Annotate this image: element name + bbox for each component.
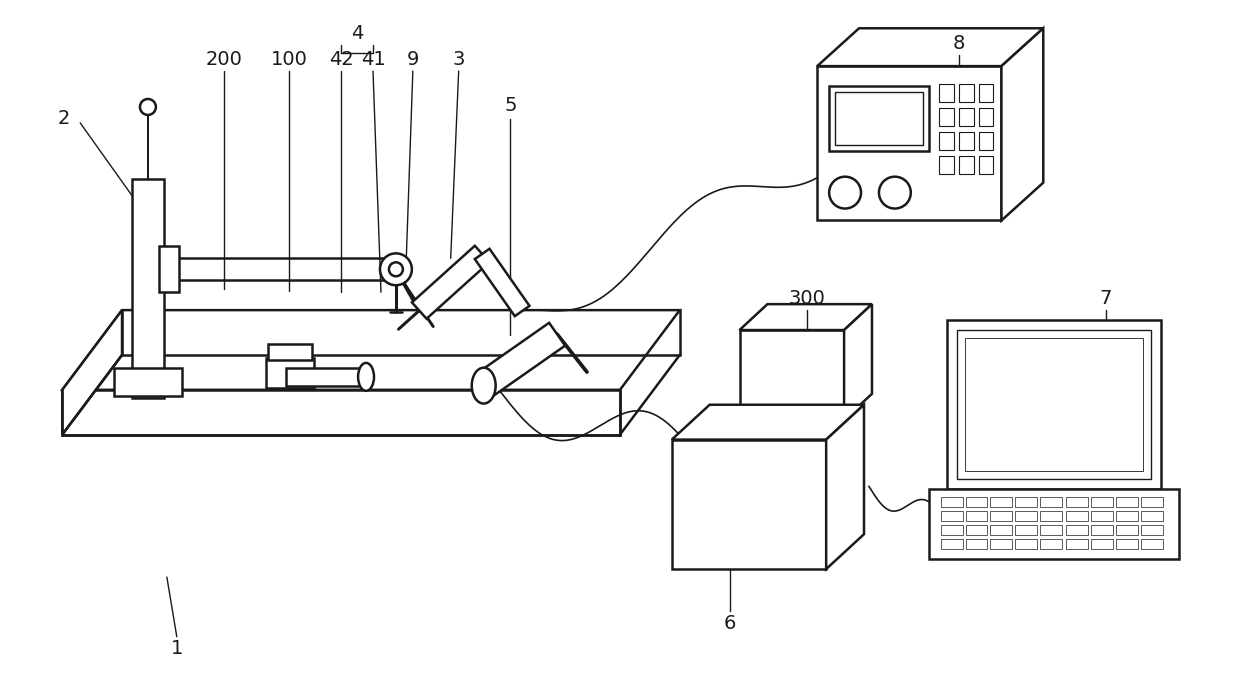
Bar <box>941 512 962 521</box>
Text: 7: 7 <box>1100 289 1112 307</box>
Bar <box>1116 497 1138 507</box>
Bar <box>1091 525 1114 535</box>
Bar <box>286 368 366 386</box>
Bar <box>1016 512 1038 521</box>
Bar <box>966 539 987 549</box>
Bar <box>978 132 993 150</box>
Circle shape <box>140 99 156 115</box>
Bar <box>939 156 954 173</box>
Text: 5: 5 <box>505 96 517 115</box>
Circle shape <box>389 262 403 276</box>
Bar <box>1040 497 1063 507</box>
Bar <box>966 497 987 507</box>
Bar <box>991 497 1012 507</box>
Bar <box>1141 525 1163 535</box>
Bar <box>959 84 973 102</box>
Bar <box>959 132 973 150</box>
Bar <box>939 132 954 150</box>
Text: 41: 41 <box>361 50 386 69</box>
Bar <box>1141 539 1163 549</box>
Polygon shape <box>844 304 872 419</box>
Bar <box>978 156 993 173</box>
Bar <box>939 108 954 126</box>
Text: 3: 3 <box>453 50 465 69</box>
Polygon shape <box>739 304 872 330</box>
Bar <box>959 156 973 173</box>
Polygon shape <box>476 323 565 397</box>
Text: 4: 4 <box>351 24 363 43</box>
Bar <box>1040 512 1063 521</box>
Bar <box>978 108 993 126</box>
Bar <box>978 84 993 102</box>
Polygon shape <box>817 28 1043 66</box>
Bar <box>991 539 1012 549</box>
Text: 42: 42 <box>329 50 353 69</box>
Bar <box>965 338 1143 471</box>
Polygon shape <box>475 249 529 316</box>
Polygon shape <box>672 405 864 440</box>
Bar <box>941 497 962 507</box>
Text: 9: 9 <box>407 50 419 69</box>
Bar <box>966 525 987 535</box>
Bar <box>835 92 923 145</box>
Text: 200: 200 <box>205 50 242 69</box>
Bar <box>131 179 164 398</box>
Bar <box>959 108 973 126</box>
Text: 100: 100 <box>270 50 308 69</box>
Text: 1: 1 <box>171 639 184 658</box>
Circle shape <box>879 177 911 208</box>
Bar <box>1040 525 1063 535</box>
Bar <box>1116 512 1138 521</box>
Bar <box>1116 539 1138 549</box>
Bar <box>1040 539 1063 549</box>
Bar <box>991 512 1012 521</box>
Bar <box>1091 539 1114 549</box>
Bar <box>817 66 1002 221</box>
Polygon shape <box>62 310 680 390</box>
Bar <box>1016 525 1038 535</box>
Bar <box>1141 512 1163 521</box>
Bar <box>159 247 179 292</box>
Bar <box>1016 497 1038 507</box>
Bar <box>114 368 182 395</box>
Bar <box>1066 497 1087 507</box>
Bar <box>1066 525 1087 535</box>
Bar <box>946 320 1161 490</box>
Text: 2: 2 <box>58 109 71 128</box>
Bar <box>268 344 312 360</box>
Bar <box>929 490 1179 559</box>
Polygon shape <box>826 405 864 569</box>
Bar <box>1141 497 1163 507</box>
Text: 300: 300 <box>789 289 826 307</box>
Bar <box>164 258 391 280</box>
Polygon shape <box>1002 28 1043 221</box>
Bar <box>1116 525 1138 535</box>
Bar <box>1091 497 1114 507</box>
Bar <box>941 525 962 535</box>
Bar <box>1066 512 1087 521</box>
Ellipse shape <box>358 363 374 391</box>
Bar <box>941 539 962 549</box>
Text: 6: 6 <box>723 614 735 633</box>
Polygon shape <box>62 390 620 434</box>
Bar <box>1066 539 1087 549</box>
Bar <box>672 440 826 569</box>
Circle shape <box>830 177 861 208</box>
Bar <box>966 512 987 521</box>
Bar <box>267 358 314 388</box>
Polygon shape <box>412 246 490 319</box>
Ellipse shape <box>471 367 496 404</box>
Polygon shape <box>62 310 122 434</box>
Bar <box>1016 539 1038 549</box>
Bar <box>1091 512 1114 521</box>
Bar <box>956 330 1151 479</box>
Bar <box>830 86 929 151</box>
Bar <box>939 84 954 102</box>
Text: 8: 8 <box>952 33 965 53</box>
Bar <box>739 330 844 419</box>
Bar <box>991 525 1012 535</box>
Circle shape <box>379 253 412 285</box>
